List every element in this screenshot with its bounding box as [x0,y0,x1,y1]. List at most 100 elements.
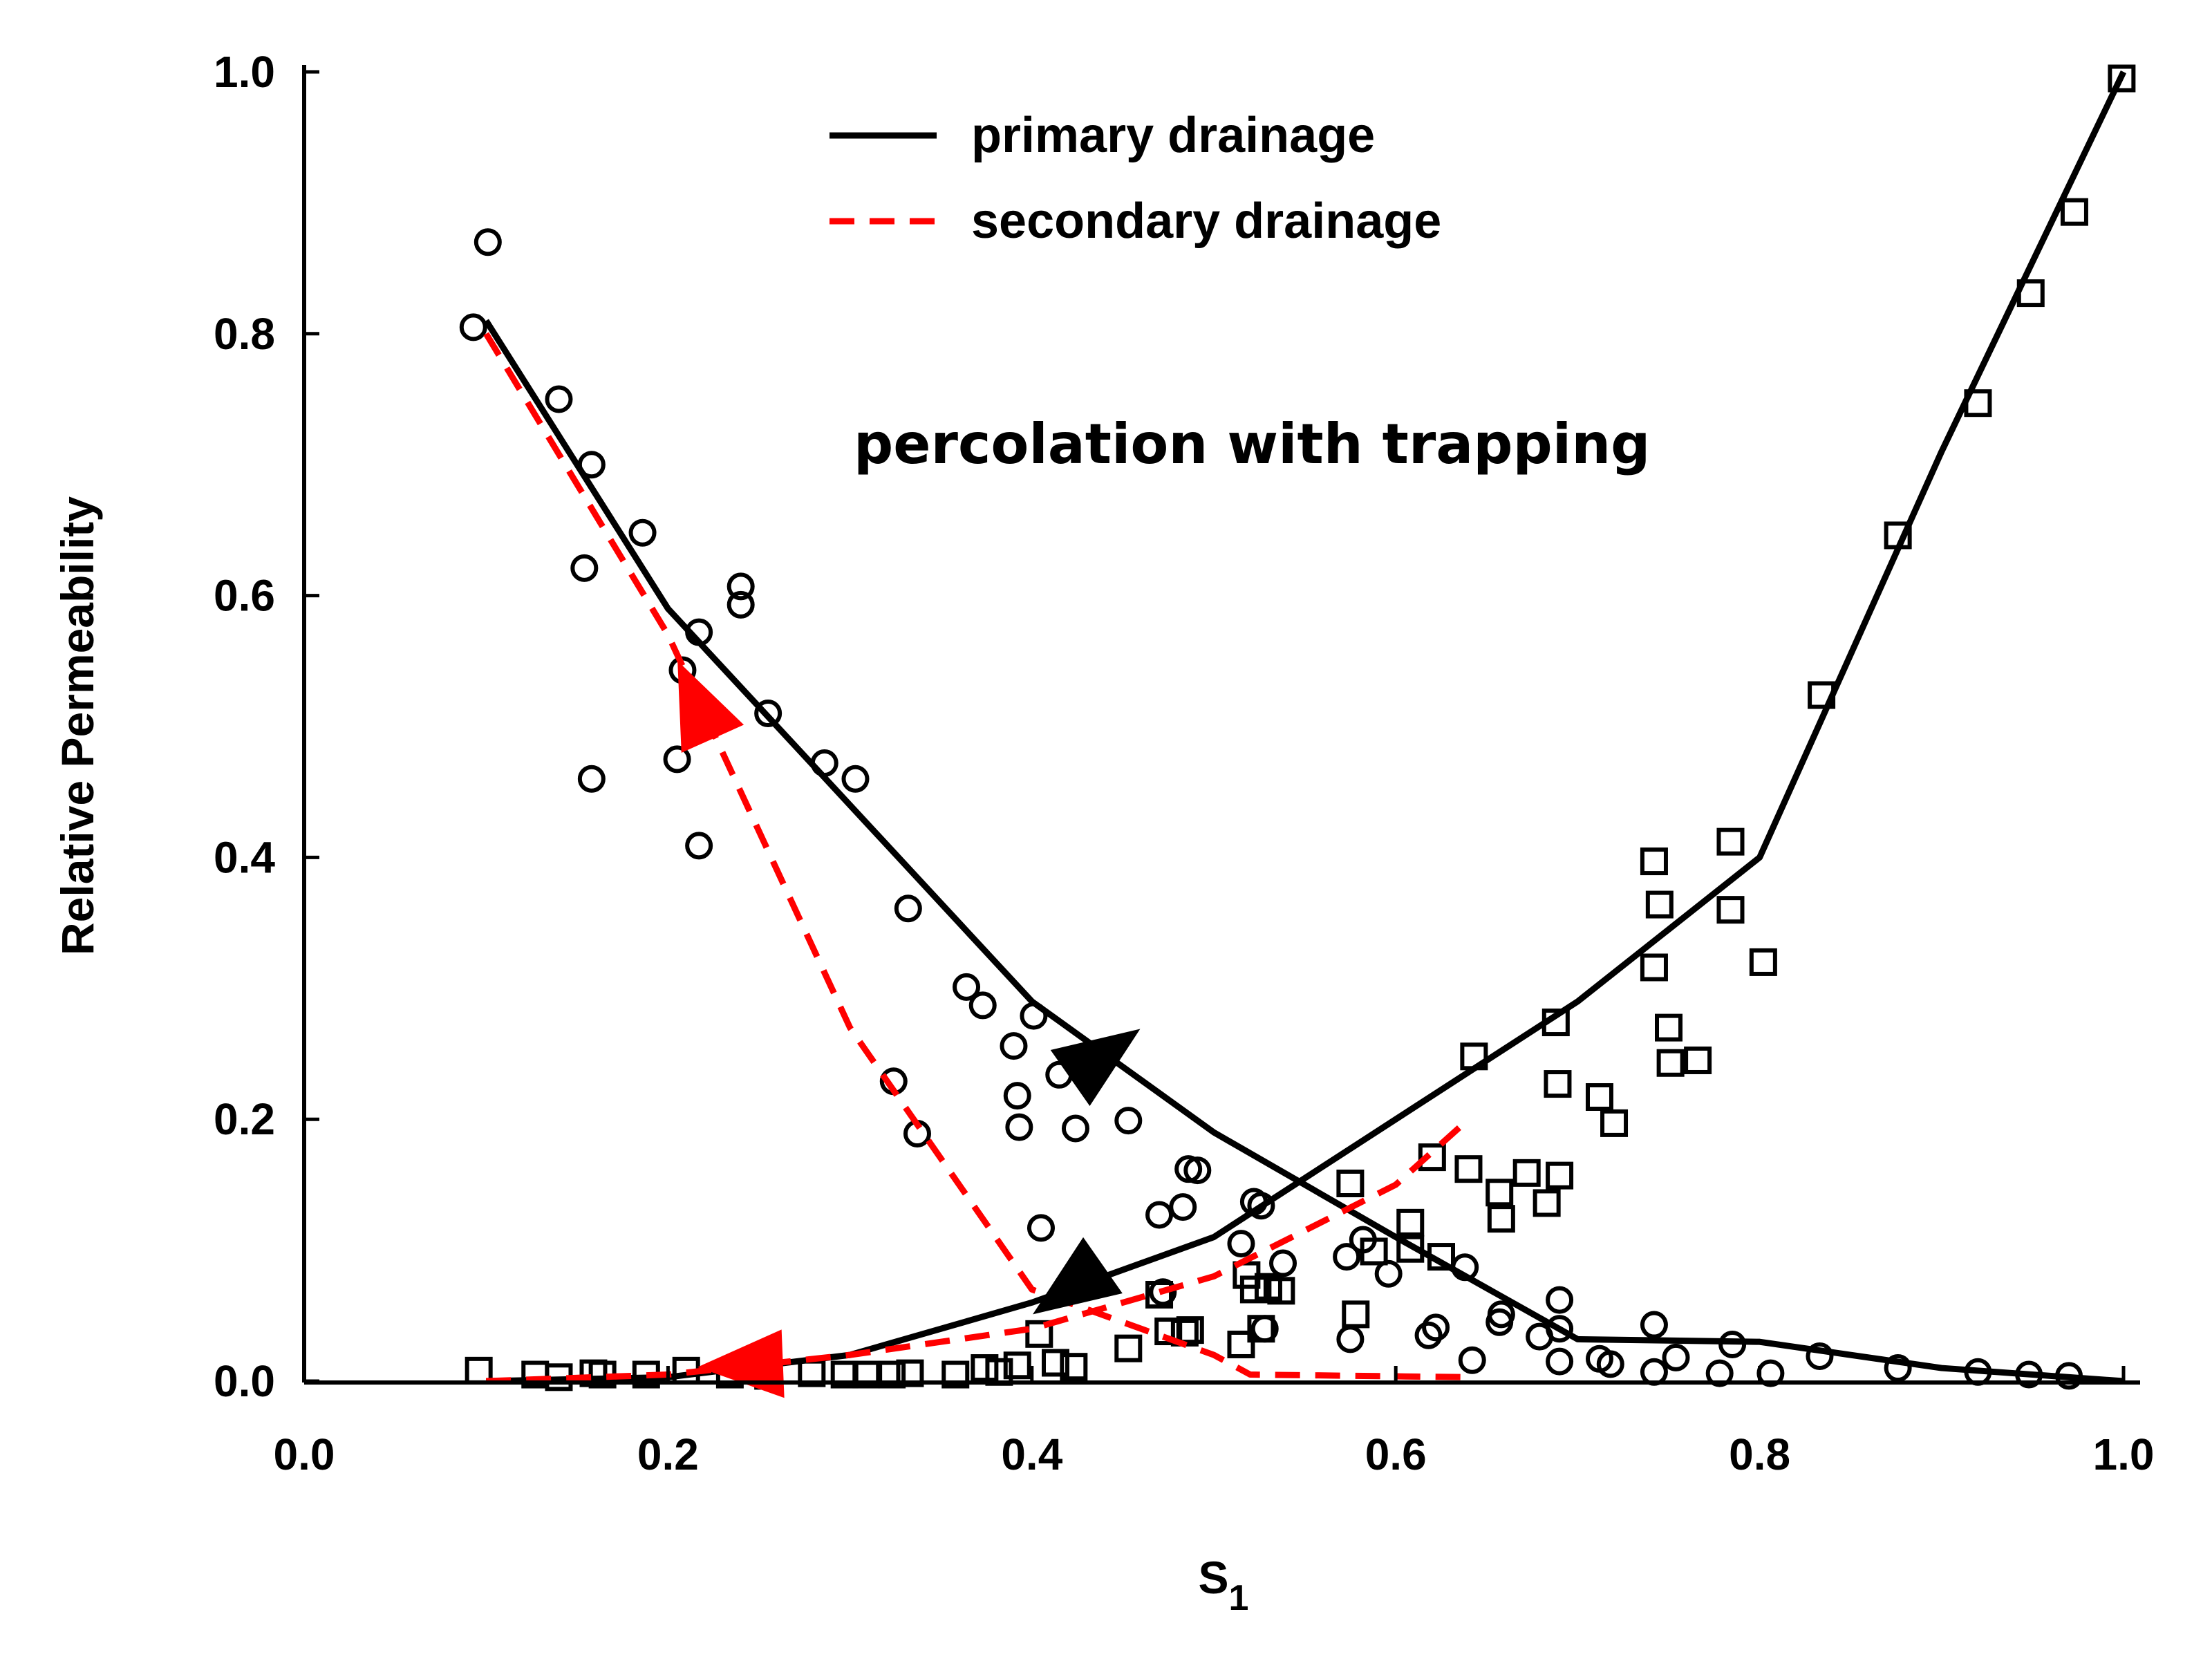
square-marker [1600,1109,1629,1137]
circle-marker [1183,1156,1212,1185]
x-axis-label: S1 [1199,1552,1249,1618]
direction-arrow [677,660,744,753]
circle-marker [545,385,573,413]
circle-marker [1003,1082,1031,1110]
circle-marker [894,894,922,923]
circle-marker [577,765,606,793]
circle-marker [1487,1300,1515,1329]
circle-marker [1546,1315,1574,1343]
circle-marker [1546,1286,1574,1314]
square-marker [1025,1320,1053,1348]
x-tick-label: 0.4 [1001,1430,1062,1479]
square-marker [1267,1277,1295,1305]
square-marker [1239,1275,1268,1304]
circle-marker [1149,1278,1177,1306]
circle-marker [570,554,599,582]
circle-marker [685,832,713,860]
y-axis-label: Relative Permeability [52,496,103,955]
square-marker [1396,1208,1425,1237]
circle-marker [474,228,502,256]
circle-marker [1422,1313,1450,1342]
square-marker [1454,1155,1483,1183]
square-marker [1684,1046,1712,1074]
circle-marker [1640,1311,1668,1339]
series-line-1 [483,319,2124,1385]
square-marker [1360,1237,1388,1266]
circle-marker [1806,1342,1834,1371]
square-marker [2060,198,2088,226]
circle-marker [1333,1243,1361,1271]
square-marker [1544,1070,1572,1098]
circle-marker [727,572,755,601]
square-marker [1716,827,1745,856]
circle-marker [727,590,755,619]
square-marker [1342,1300,1370,1329]
chart-annotation: percolation with trapping [854,412,1650,476]
legend-label-primary: primary drainage [971,108,1375,163]
circle-marker [628,518,657,547]
plot-area [459,64,2136,1398]
circle-marker [1458,1346,1486,1374]
circle-marker [1374,1259,1403,1288]
y-tick-label: 1.0 [214,47,275,97]
square-marker [1512,1159,1541,1187]
x-tick-label: 0.8 [1729,1430,1790,1479]
circle-marker [1169,1193,1197,1221]
circle-marker [754,700,782,728]
square-marker [1336,1170,1365,1198]
circle-marker [1705,1359,1734,1387]
y-tick-label: 0.8 [214,309,275,359]
x-tick-label: 0.0 [274,1430,335,1479]
legend-entry-primary: primary drainage [830,108,1375,163]
circle-marker [1174,1155,1203,1183]
square-marker [896,1359,924,1387]
square-marker [1655,1013,1683,1042]
square-marker [941,1360,970,1389]
circle-marker [968,991,997,1020]
axes: 0.0 0.2 0.4 0.6 0.8 1.0 0.0 0.2 0.4 0.6 0.8 1.0 [214,47,2154,1479]
y-tick-label: 0.0 [214,1356,275,1406]
square-marker [1533,1189,1561,1217]
circle-marker [1596,1350,1624,1378]
x-tick-label: 1.0 [2093,1430,2155,1479]
circle-marker [1000,1032,1028,1060]
square-marker [1145,1280,1174,1309]
direction-arrow [1050,1029,1141,1107]
legend: primary drainage secondary drainage [830,108,1441,249]
square-marker [1645,890,1674,919]
y-tick-label: 0.4 [214,832,275,882]
circle-marker [459,313,487,341]
circle-marker [1662,1343,1690,1371]
direction-arrow [1033,1237,1123,1315]
x-tick-label: 0.2 [637,1430,699,1479]
y-axis-ticks: 0.0 0.2 0.4 0.6 0.8 1.0 [214,47,319,1406]
square-marker [1060,1353,1088,1381]
square-marker [1716,896,1745,924]
circle-marker [1269,1249,1297,1277]
circle-marker [1005,1113,1033,1141]
square-marker [1176,1316,1204,1344]
square-marker [1640,847,1668,876]
square-marker [1585,1083,1613,1112]
square-marker [1546,1161,1574,1190]
square-marker [1227,1330,1255,1358]
circle-marker [1884,1354,1912,1382]
y-tick-label: 0.2 [214,1094,275,1144]
legend-entry-secondary: secondary drainage [830,194,1441,249]
square-marker [971,1354,999,1382]
square-marker [878,1360,906,1389]
series-line-3 [483,332,1469,1380]
square-marker [1042,1349,1070,1377]
circle-marker [1414,1321,1443,1349]
circle-marker [663,745,691,774]
x-tick-label: 0.6 [1365,1430,1427,1479]
square-marker [2108,64,2136,93]
square-marker [1487,1205,1515,1233]
square-marker [1003,1351,1031,1380]
circle-marker [1227,1230,1255,1258]
legend-label-secondary: secondary drainage [971,194,1441,249]
circle-marker [1114,1107,1143,1135]
square-marker [1114,1334,1143,1362]
